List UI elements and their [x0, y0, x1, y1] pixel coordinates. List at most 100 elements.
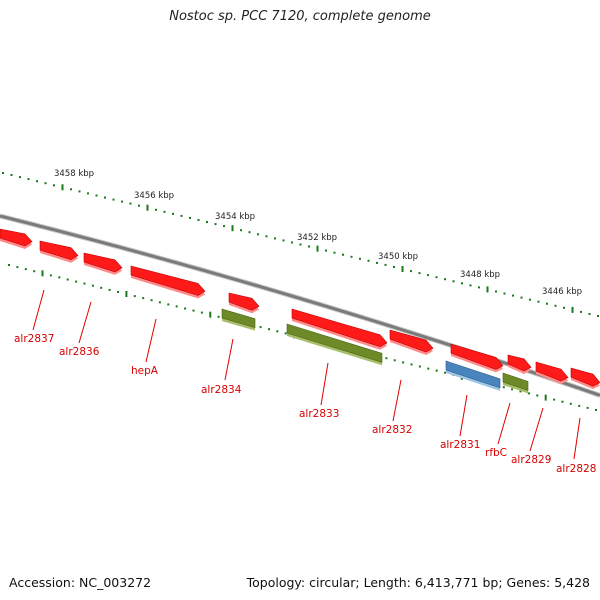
leader-line	[459, 394, 468, 437]
inner-tick-minor	[8, 264, 10, 266]
inner-tick-minor	[100, 286, 103, 289]
gene-bar-alr2833[interactable]	[286, 323, 383, 366]
outer-tick-minor	[265, 235, 268, 238]
ruler-label: 3454 kbp	[215, 212, 255, 222]
outer-tick-minor	[19, 176, 21, 179]
leader-line	[529, 407, 544, 452]
inner-tick-major	[544, 394, 547, 401]
outer-tick-minor	[138, 204, 140, 207]
outer-tick-minor	[53, 184, 55, 187]
ruler-label: 3450 kbp	[378, 252, 418, 262]
inner-tick-minor	[117, 290, 119, 293]
gene-arrow-alr2836[interactable]	[39, 240, 79, 263]
outer-tick-minor	[206, 221, 208, 223]
outer-tick-minor	[359, 257, 361, 260]
outer-tick-minor	[189, 216, 191, 219]
gene-arrow-alr2829[interactable]	[535, 361, 569, 385]
gene-arrow-hepA[interactable]	[130, 265, 206, 299]
inner-tick-minor	[66, 278, 69, 281]
gene-arrow-alr2837[interactable]	[0, 228, 33, 249]
outer-tick-minor	[155, 208, 157, 211]
outer-tick-minor	[350, 255, 353, 258]
outer-tick-minor	[520, 296, 523, 299]
outer-tick-minor	[197, 219, 200, 221]
outer-tick-minor	[469, 284, 472, 287]
outer-tick-minor	[376, 261, 378, 264]
gene-arrow-rfbC-top[interactable]	[507, 354, 532, 374]
ruler-labels: 3458 kbp 3456 kbp 3454 kbp 3452 kbp 3450 kbp…	[54, 169, 582, 297]
gene-arrow-alr2828[interactable]	[570, 367, 600, 390]
leader-line	[320, 362, 329, 406]
inner-tick-minor	[184, 307, 187, 310]
inner-tick-major	[209, 311, 212, 318]
inner-tick-minor	[24, 268, 27, 271]
inner-tick-minor	[519, 390, 522, 393]
gene-arrow-alr2831-top[interactable]	[450, 343, 504, 373]
inner-tick-minor	[276, 330, 279, 333]
inner-tick-minor	[569, 402, 572, 405]
outer-ruler-ticks	[2, 172, 599, 317]
inner-tick-minor	[418, 365, 421, 368]
inner-tick-minor	[435, 369, 438, 372]
outer-tick-minor	[588, 313, 591, 315]
outer-tick-minor	[580, 310, 582, 313]
outer-tick-major	[231, 225, 234, 232]
genome-summary-text: Topology: circular; Length: 6,413,771 bp…	[246, 575, 590, 590]
outer-tick-minor	[537, 300, 540, 303]
outer-tick-minor	[478, 286, 480, 289]
outer-tick-minor	[87, 192, 89, 195]
gene-label: alr2836	[59, 346, 100, 358]
outer-tick-minor	[44, 182, 47, 185]
gene-label: alr2834	[201, 384, 242, 396]
inner-tick-minor	[217, 315, 220, 318]
outer-tick-minor	[36, 180, 38, 183]
gene-bar-alr2831[interactable]	[445, 360, 501, 391]
gene-bar-rfbC[interactable]	[502, 372, 529, 394]
outer-tick-minor	[121, 200, 123, 203]
inner-tick-minor	[268, 328, 270, 331]
inner-tick-minor	[553, 398, 556, 401]
inner-tick-minor	[586, 406, 589, 409]
gene-label: alr2829	[511, 454, 551, 466]
gene-label: alr2837	[14, 333, 54, 345]
leader-line	[497, 402, 511, 445]
outer-tick-minor	[563, 306, 565, 309]
gene-arrow-alr2833-top[interactable]	[291, 308, 388, 350]
inner-tick-minor	[200, 311, 203, 314]
gene-arrow-alr2832[interactable]	[389, 329, 434, 356]
gene-features[interactable]	[0, 228, 600, 394]
inner-tick-minor	[150, 299, 153, 302]
leader-line	[224, 338, 234, 381]
gene-label: hepA	[131, 365, 159, 377]
inner-tick-minor	[527, 392, 530, 395]
map-title: Nostoc sp. PCC 7120, complete genome	[169, 9, 431, 24]
outer-tick-major	[146, 204, 149, 211]
inner-tick-minor	[578, 404, 581, 407]
inner-tick-minor	[402, 361, 405, 364]
label-leader-lines	[32, 289, 581, 460]
leader-line	[78, 301, 92, 344]
inner-tick-minor	[158, 301, 161, 304]
inner-tick-minor	[561, 400, 564, 403]
gene-arrow-alr2835[interactable]	[83, 252, 123, 275]
outer-tick-minor	[257, 233, 259, 236]
outer-tick-minor	[163, 210, 166, 213]
outer-tick-minor	[240, 229, 242, 232]
leader-line	[392, 379, 402, 422]
outer-tick-minor	[427, 274, 429, 277]
outer-tick-minor	[70, 188, 72, 191]
ruler-label: 3446 kbp	[542, 287, 582, 297]
outer-tick-minor	[503, 292, 506, 295]
inner-tick-minor	[83, 282, 86, 285]
outer-tick-minor	[112, 198, 115, 201]
inner-tick-minor	[511, 388, 514, 391]
outer-tick-minor	[172, 212, 174, 215]
gene-label: alr2831	[440, 439, 480, 451]
gene-arrow-alr2834-top[interactable]	[228, 292, 260, 314]
inner-tick-minor	[284, 332, 287, 335]
outer-tick-major	[571, 306, 574, 313]
genome-backbone	[0, 213, 600, 398]
gene-label: alr2833	[299, 408, 339, 420]
gene-bar-alr2834[interactable]	[221, 308, 256, 331]
outer-tick-minor	[384, 263, 387, 266]
